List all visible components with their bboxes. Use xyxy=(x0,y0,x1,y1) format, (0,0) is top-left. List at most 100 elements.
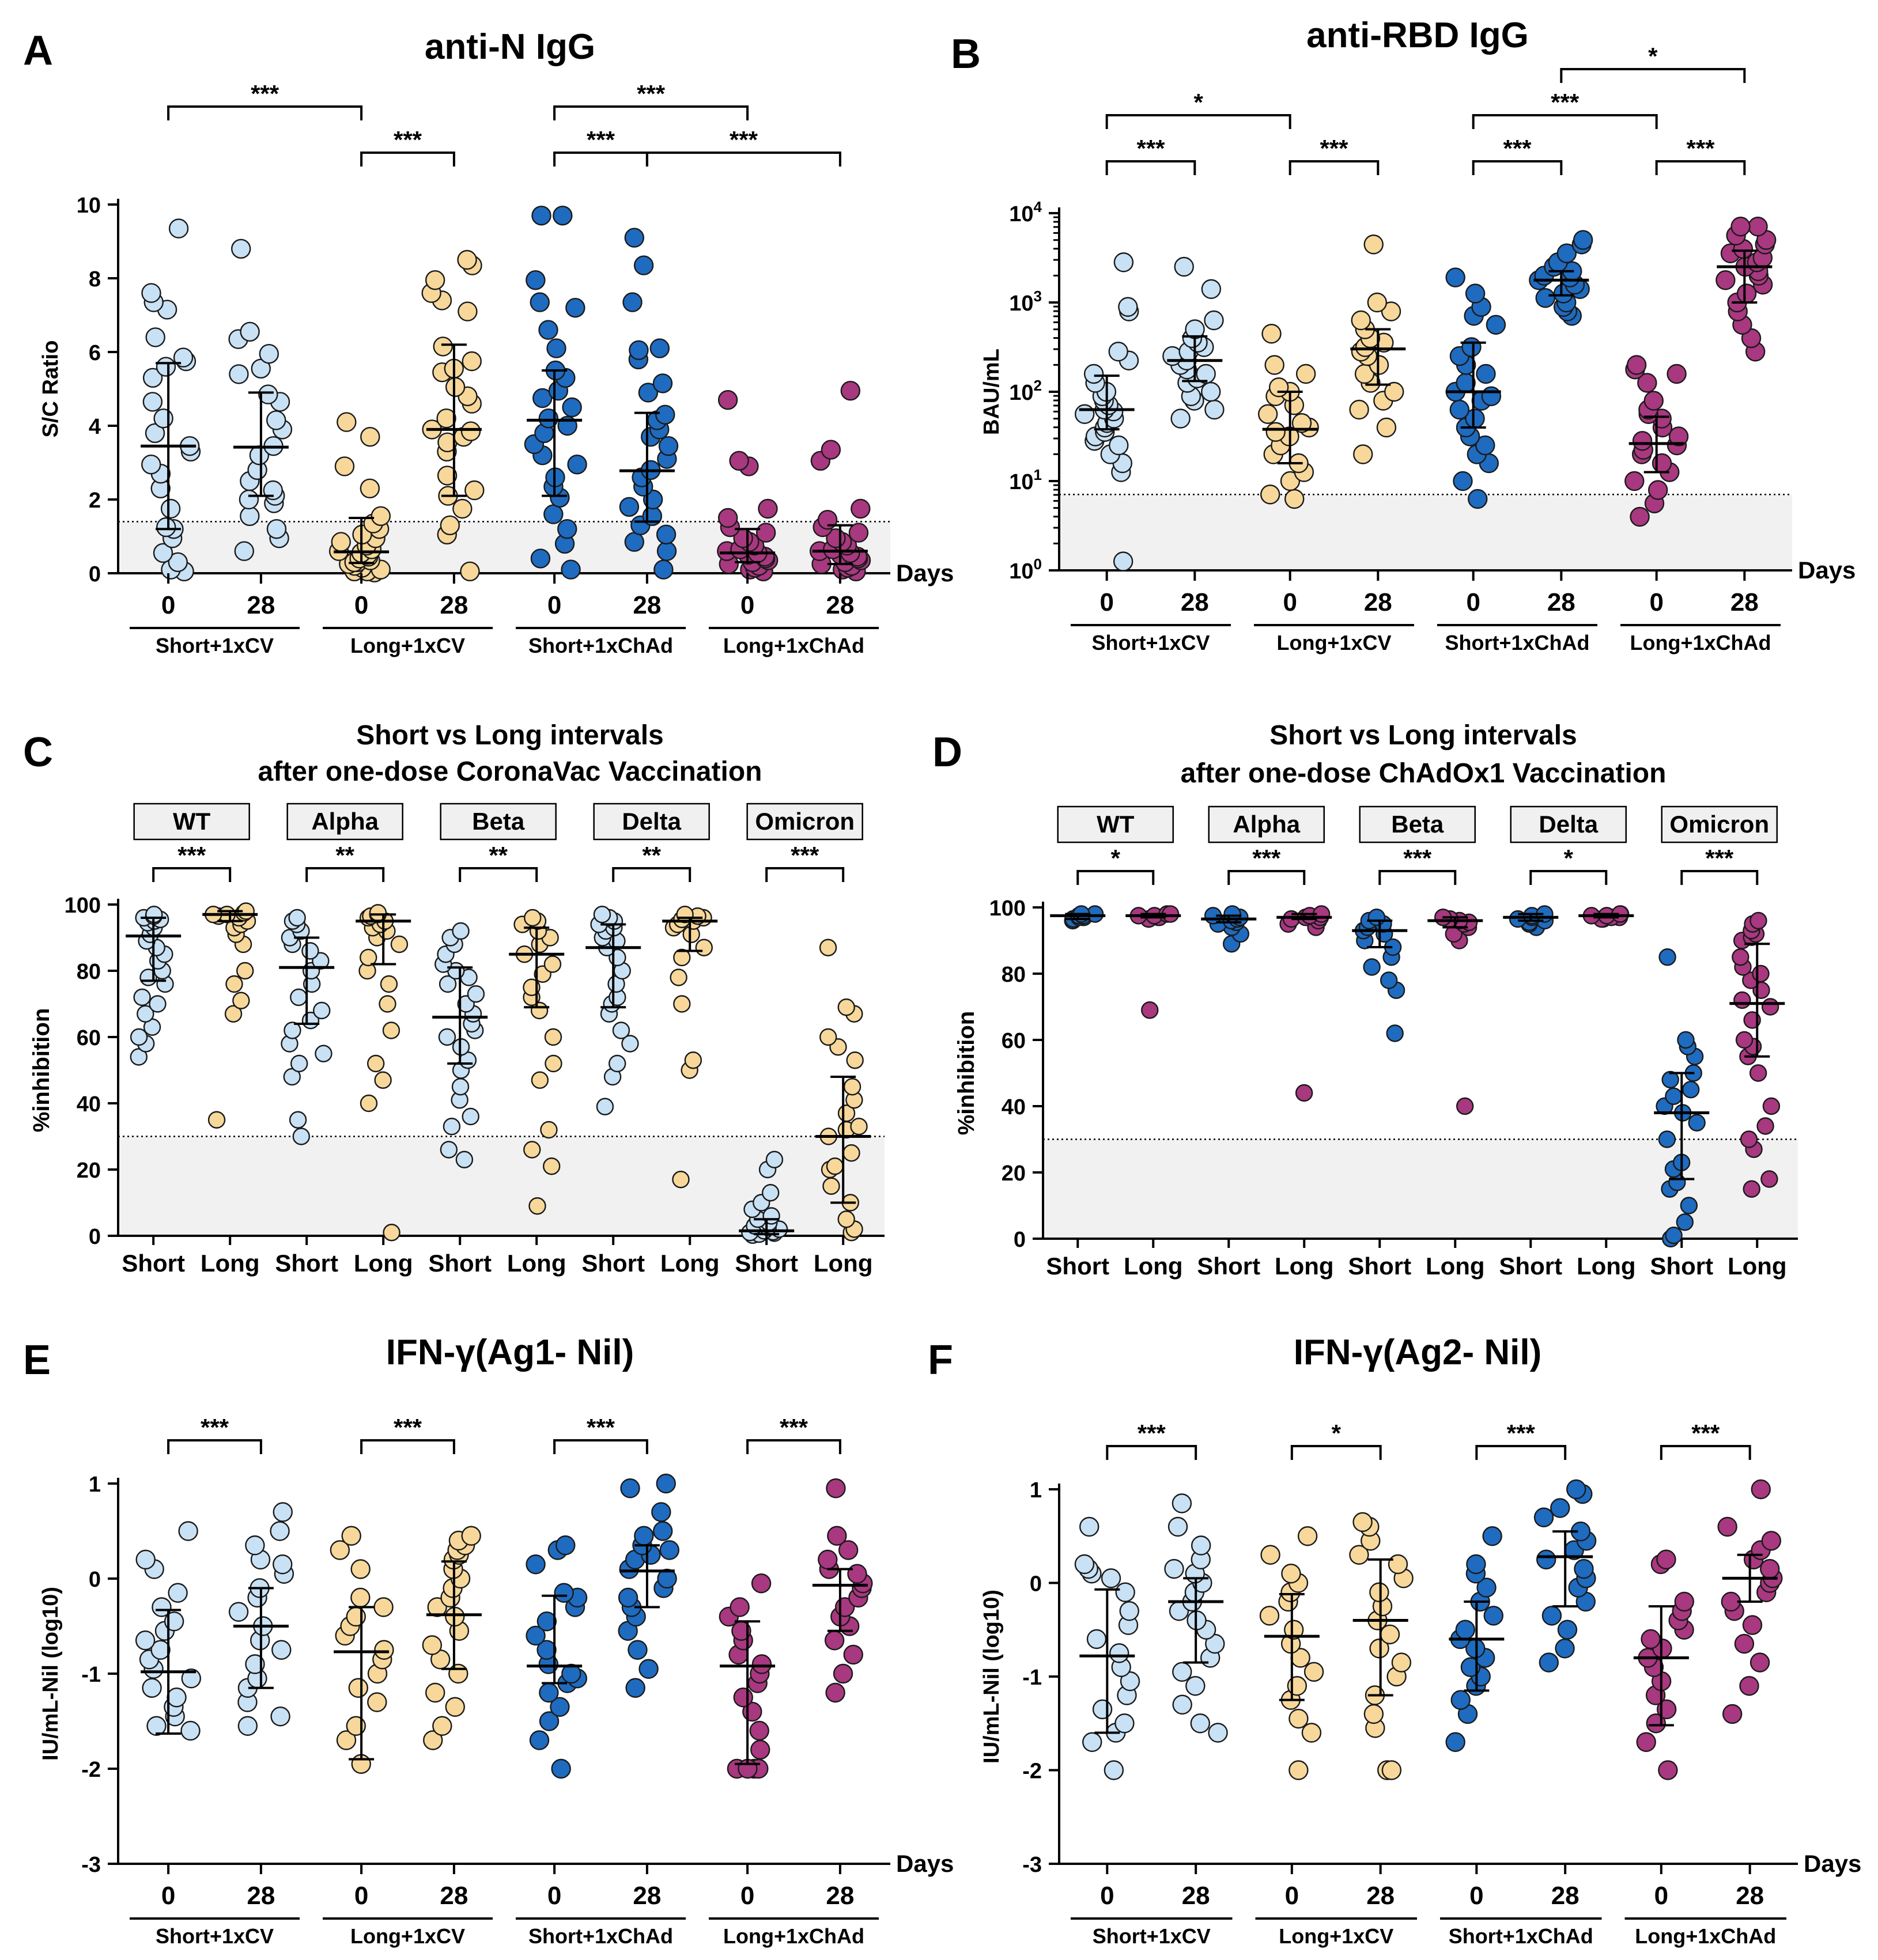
data-point xyxy=(379,995,396,1013)
data-point xyxy=(826,1157,844,1175)
significance-label: *** xyxy=(1705,845,1734,872)
data-point xyxy=(374,1640,394,1660)
variant-box xyxy=(1208,805,1325,843)
data-point xyxy=(373,1597,394,1617)
group-label: Short+1xChAd xyxy=(528,1924,673,1948)
y-axis-label: IU/mL-Nil (log10) xyxy=(39,1587,63,1761)
significance-bracket xyxy=(1529,870,1608,885)
data-point xyxy=(224,1005,243,1023)
data-point xyxy=(1739,1676,1759,1696)
data-point xyxy=(1190,1713,1211,1734)
data-point xyxy=(1172,1694,1192,1715)
data-point xyxy=(1104,1760,1124,1780)
chart-title-line: Short vs Long intervals xyxy=(356,720,663,751)
group-Short+1xCV: 0 28 Short+1xCV xyxy=(1071,1493,1233,1948)
data-point xyxy=(824,1630,845,1651)
group-label: Long+1xCV xyxy=(350,634,465,657)
data-point xyxy=(437,466,458,486)
data-point xyxy=(1665,1227,1683,1244)
group-Long+1xChAd: 0 28 Long+1xChAd xyxy=(1620,217,1781,654)
y-tick-label: 20 xyxy=(77,1159,101,1183)
significance-bracket xyxy=(553,1439,648,1454)
significance-label: *** xyxy=(1136,135,1165,162)
data-point xyxy=(1172,1662,1192,1682)
significance-label: *** xyxy=(177,842,206,869)
data-point xyxy=(228,1602,249,1622)
group-label: Short+1xCV xyxy=(156,634,274,657)
panel-letter: F xyxy=(928,1337,953,1383)
data-point xyxy=(1170,408,1191,429)
data-point xyxy=(1681,1081,1700,1099)
data-point xyxy=(443,1118,461,1136)
data-point xyxy=(1167,1516,1188,1537)
data-point xyxy=(1566,1479,1586,1500)
data-point xyxy=(1260,1545,1280,1565)
data-point xyxy=(656,541,677,561)
group-Long+1xChAd: 0 28 Long+1xChAd xyxy=(709,381,879,657)
data-point xyxy=(1661,1070,1679,1089)
data-point xyxy=(1113,551,1133,572)
x-tick-label: Long xyxy=(1728,1253,1787,1280)
variant-label: Delta xyxy=(1539,811,1598,838)
data-point xyxy=(1363,958,1381,976)
data-point xyxy=(348,1678,368,1698)
data-point xyxy=(1641,1629,1661,1649)
data-point xyxy=(1113,252,1134,273)
data-point xyxy=(273,1554,293,1575)
data-point xyxy=(825,1682,845,1703)
y-tick-label: 40 xyxy=(1002,1095,1026,1119)
data-point xyxy=(156,517,176,538)
data-point xyxy=(629,340,649,360)
chart-title-line: after one-dose CoronaVac Vaccination xyxy=(258,756,762,787)
data-point xyxy=(1658,1130,1676,1148)
data-point xyxy=(232,992,250,1009)
data-point xyxy=(164,1611,184,1632)
data-point xyxy=(1476,364,1496,384)
data-point xyxy=(1749,911,1767,930)
data-point xyxy=(553,206,573,226)
variant-label: Delta xyxy=(622,808,681,835)
data-point xyxy=(1288,1708,1309,1729)
variant-Beta: Beta *** Short Long xyxy=(1348,805,1485,1280)
data-point xyxy=(539,1682,559,1703)
data-point xyxy=(240,506,260,526)
y-tick-label: 104 xyxy=(1009,198,1042,226)
data-point xyxy=(1740,1130,1758,1148)
data-point xyxy=(1118,297,1138,317)
x-tick-label: 28 xyxy=(440,1882,468,1910)
significance-bracket xyxy=(167,1439,262,1454)
x-tick-label: 0 xyxy=(1100,1882,1114,1910)
data-point xyxy=(360,427,380,447)
data-point xyxy=(438,1028,456,1046)
data-point xyxy=(460,561,480,581)
data-point xyxy=(1280,471,1301,491)
y-tick-label: 0 xyxy=(89,1225,101,1249)
data-point xyxy=(259,344,279,364)
x-tick-label: 28 xyxy=(1551,1882,1580,1910)
data-point xyxy=(1301,1723,1322,1743)
variant-label: Beta xyxy=(472,808,525,835)
data-point xyxy=(620,1478,640,1499)
group-Short+1xCV: 0 28 Short+1xCV xyxy=(130,1502,300,1948)
data-point xyxy=(467,985,485,1003)
data-point xyxy=(827,1526,847,1546)
group-Long+1xChAd: 0 28 Long+1xChAd xyxy=(709,1478,879,1948)
data-point xyxy=(1114,1713,1135,1734)
data-point xyxy=(146,1716,167,1736)
data-point xyxy=(1388,1554,1408,1575)
data-point xyxy=(531,206,551,226)
significance-label: *** xyxy=(637,80,666,107)
variant-box xyxy=(286,803,403,841)
data-point xyxy=(536,1640,557,1660)
data-point xyxy=(1643,391,1664,411)
x-tick-label: 0 xyxy=(547,591,561,619)
data-point xyxy=(455,1151,474,1168)
data-point xyxy=(1083,364,1104,384)
data-point xyxy=(1751,1479,1771,1500)
x-unit-label: Days xyxy=(896,559,954,587)
significance-bracket xyxy=(1475,1445,1567,1460)
data-point xyxy=(1287,1676,1308,1696)
y-tick-exponent: 0 xyxy=(1034,555,1042,573)
x-tick-label: Long xyxy=(660,1250,720,1277)
